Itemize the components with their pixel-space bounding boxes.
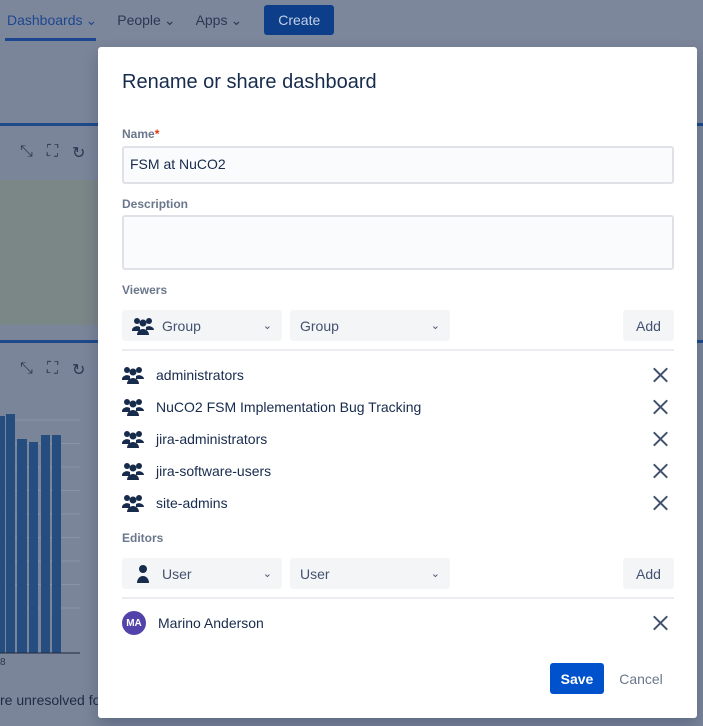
remove-icon[interactable]: [652, 615, 668, 631]
divider: [122, 349, 674, 351]
chart-bar: [41, 435, 50, 653]
viewer-type-select[interactable]: Group ⌄: [122, 310, 282, 341]
remove-icon[interactable]: [652, 495, 668, 511]
avatar: MA: [122, 611, 146, 635]
viewer-name: site-admins: [156, 495, 228, 511]
nav-label: People: [117, 12, 161, 28]
chevron-down-icon: ⌄: [85, 11, 98, 28]
name-label: Name*: [122, 127, 159, 141]
add-editor-button[interactable]: Add: [623, 558, 674, 589]
refresh-icon[interactable]: ↻: [72, 145, 86, 162]
add-viewer-button[interactable]: Add: [623, 310, 674, 341]
editor-name: Marino Anderson: [158, 615, 264, 631]
viewer-name: administrators: [156, 367, 244, 383]
fullscreen-icon[interactable]: ⛶: [46, 360, 59, 377]
fullscreen-icon[interactable]: ⛶: [46, 143, 59, 160]
nav-apps[interactable]: Apps ⌄: [196, 12, 243, 29]
select-value: Group: [162, 317, 201, 334]
user-icon: [137, 564, 149, 583]
minimize-icon[interactable]: ⤡: [20, 143, 33, 160]
chevron-down-icon: ⌄: [430, 568, 440, 580]
viewer-item: site-admins: [122, 489, 674, 517]
chart-bar: [52, 435, 61, 653]
viewers-label: Viewers: [122, 283, 168, 297]
name-input[interactable]: FSM at NuCO2: [122, 146, 674, 184]
remove-icon[interactable]: [652, 463, 668, 479]
select-value: User: [162, 565, 192, 582]
active-tab-indicator: [5, 38, 96, 41]
description-input[interactable]: [122, 215, 674, 270]
save-button[interactable]: Save: [550, 663, 604, 694]
gadget-footer-text: re unresolved fo: [0, 692, 101, 708]
divider: [122, 597, 674, 599]
chart-bar: [6, 414, 15, 653]
gadget-toolbar: ⤡ ⛶ ↻: [20, 143, 85, 163]
nav-label: Apps: [195, 12, 228, 28]
dialog-title: Rename or share dashboard: [122, 71, 377, 93]
chart-bar: [17, 439, 27, 653]
chevron-down-icon: ⌄: [262, 568, 272, 580]
group-icon: [132, 317, 154, 335]
viewer-item: administrators: [122, 361, 674, 389]
select-placeholder: Group: [300, 317, 339, 334]
create-button[interactable]: Create: [264, 5, 335, 35]
nav-label: Dashboards: [7, 12, 83, 28]
viewer-name: jira-administrators: [156, 431, 268, 447]
viewer-group-picker[interactable]: Group ⌄: [290, 310, 450, 341]
refresh-icon[interactable]: ↻: [72, 362, 86, 379]
group-icon: [122, 399, 144, 416]
remove-icon[interactable]: [652, 367, 668, 383]
editor-item: MA Marino Anderson: [122, 609, 674, 637]
remove-icon[interactable]: [652, 399, 668, 415]
chart-bar: [29, 442, 38, 653]
remove-icon[interactable]: [652, 431, 668, 447]
group-icon: [122, 431, 144, 448]
group-icon: [122, 367, 144, 384]
group-icon: [122, 463, 144, 480]
chevron-down-icon: ⌄: [262, 320, 272, 332]
required-mark: *: [154, 127, 160, 141]
select-placeholder: User: [300, 565, 330, 582]
gadget-toolbar: ⤡ ⛶ ↻: [20, 360, 85, 380]
editor-user-picker[interactable]: User ⌄: [290, 558, 450, 589]
nav-dashboards[interactable]: Dashboards ⌄: [7, 12, 97, 29]
chevron-down-icon: ⌄: [163, 11, 176, 28]
group-icon: [122, 495, 144, 512]
top-nav: Dashboards ⌄ People ⌄ Apps ⌄ Create: [0, 0, 703, 40]
viewer-item: jira-administrators: [122, 425, 674, 453]
chart-bar: [0, 416, 5, 653]
editor-type-select[interactable]: User ⌄: [122, 558, 282, 589]
viewer-name: jira-software-users: [156, 463, 272, 479]
minimize-icon[interactable]: ⤡: [20, 360, 33, 377]
background-bar-chart: [0, 414, 80, 654]
viewer-item: NuCO2 FSM Implementation Bug Tracking: [122, 393, 674, 421]
viewer-name: NuCO2 FSM Implementation Bug Tracking: [156, 399, 422, 415]
axis-tick: 8: [0, 657, 6, 668]
nav-people[interactable]: People ⌄: [117, 12, 175, 29]
editors-label: Editors: [122, 531, 164, 545]
gadget-content: [0, 180, 98, 325]
description-label: Description: [122, 197, 189, 211]
chevron-down-icon: ⌄: [230, 11, 243, 28]
label-text: Name: [122, 127, 155, 141]
cancel-button[interactable]: Cancel: [619, 670, 663, 687]
rename-share-dialog: Rename or share dashboard Name* FSM at N…: [98, 47, 697, 718]
chevron-down-icon: ⌄: [430, 320, 440, 332]
viewer-item: jira-software-users: [122, 457, 674, 485]
